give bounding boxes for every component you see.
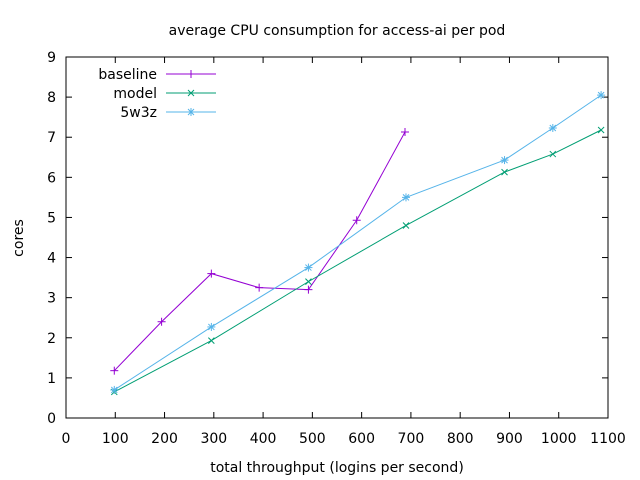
data-point-model [501,168,508,176]
data-point-model-stroke [597,126,605,134]
data-point-5w3z-stroke [402,194,410,201]
data-point-5w3z [500,156,509,165]
x-tick-label: 300 [200,431,227,447]
legend-marker-5w3z [187,108,195,116]
x-tick-label: 1100 [590,431,626,447]
legend-marker-model-stroke [187,89,195,97]
y-axis-label: cores [11,219,27,257]
x-tick-label: 800 [447,431,474,447]
data-point-model-stroke [501,168,508,176]
data-point-5w3z-stroke [597,91,605,99]
data-point-model-stroke [208,337,215,344]
legend-marker-baseline [187,70,195,78]
legend-marker-model [187,89,195,97]
x-tick-label: 700 [398,431,425,447]
data-point-model [402,222,410,229]
data-point-5w3z [401,193,410,202]
data-point-baseline [400,128,409,137]
data-point-baseline [110,366,119,375]
data-point-5w3z-stroke [501,156,508,164]
x-tick-label: 0 [62,431,71,447]
y-tick-label: 7 [47,130,56,146]
y-tick-label: 5 [47,210,56,226]
plot-frame [65,56,609,419]
x-tick-label: 100 [102,431,129,447]
data-point-baseline [304,285,313,294]
data-point-baseline [255,283,264,292]
data-point-5w3z [304,263,313,272]
x-tick-label: 200 [151,431,178,447]
chart-title: average CPU consumption for access-ai pe… [169,23,506,39]
data-point-model-stroke [549,150,557,158]
data-point-baseline [352,216,361,225]
data-point-5w3z [110,385,119,394]
x-axis-label: total throughput (logins per second) [210,460,464,476]
data-point-5w3z-stroke [208,323,215,331]
y-tick-label: 4 [47,251,56,267]
x-tick-label: 600 [348,431,375,447]
x-tick-label: 500 [299,431,326,447]
plot-area: 0 100 200 300 400 500 600 700 800 900 1000 1100 0 1 2 3… [47,50,626,447]
x-tick-label: 1000 [541,431,577,447]
data-point-model [208,337,215,344]
legend-label-model: model [113,86,157,102]
data-point-5w3z-stroke [110,386,118,394]
data-point-5w3z [597,91,606,100]
y-tick-label: 0 [47,411,56,427]
data-point-model-stroke [402,222,410,229]
data-point-model [549,150,557,158]
data-point-5w3z-stroke [549,124,557,132]
y-tick-label: 9 [47,50,56,66]
data-point-model [305,278,312,285]
y-tick-label: 3 [47,291,56,307]
y-tick-label: 2 [47,331,56,347]
data-point-5w3z [548,123,557,132]
data-point-baseline [207,269,216,278]
legend-label-5w3z: 5w3z [120,105,157,121]
y-tick-label: 6 [47,170,56,186]
y-tick-label: 8 [47,90,56,106]
y-tick-label: 1 [47,371,56,387]
x-tick-label: 400 [250,431,277,447]
data-point-model [597,126,605,134]
legend-marker-5w3z-stroke [187,108,195,116]
data-point-model-stroke [305,278,312,285]
data-point-5w3z [207,322,216,331]
data-point-baseline [157,317,166,326]
legend-label-baseline: baseline [98,67,157,83]
data-point-5w3z-stroke [305,264,312,271]
x-tick-label: 900 [496,431,523,447]
